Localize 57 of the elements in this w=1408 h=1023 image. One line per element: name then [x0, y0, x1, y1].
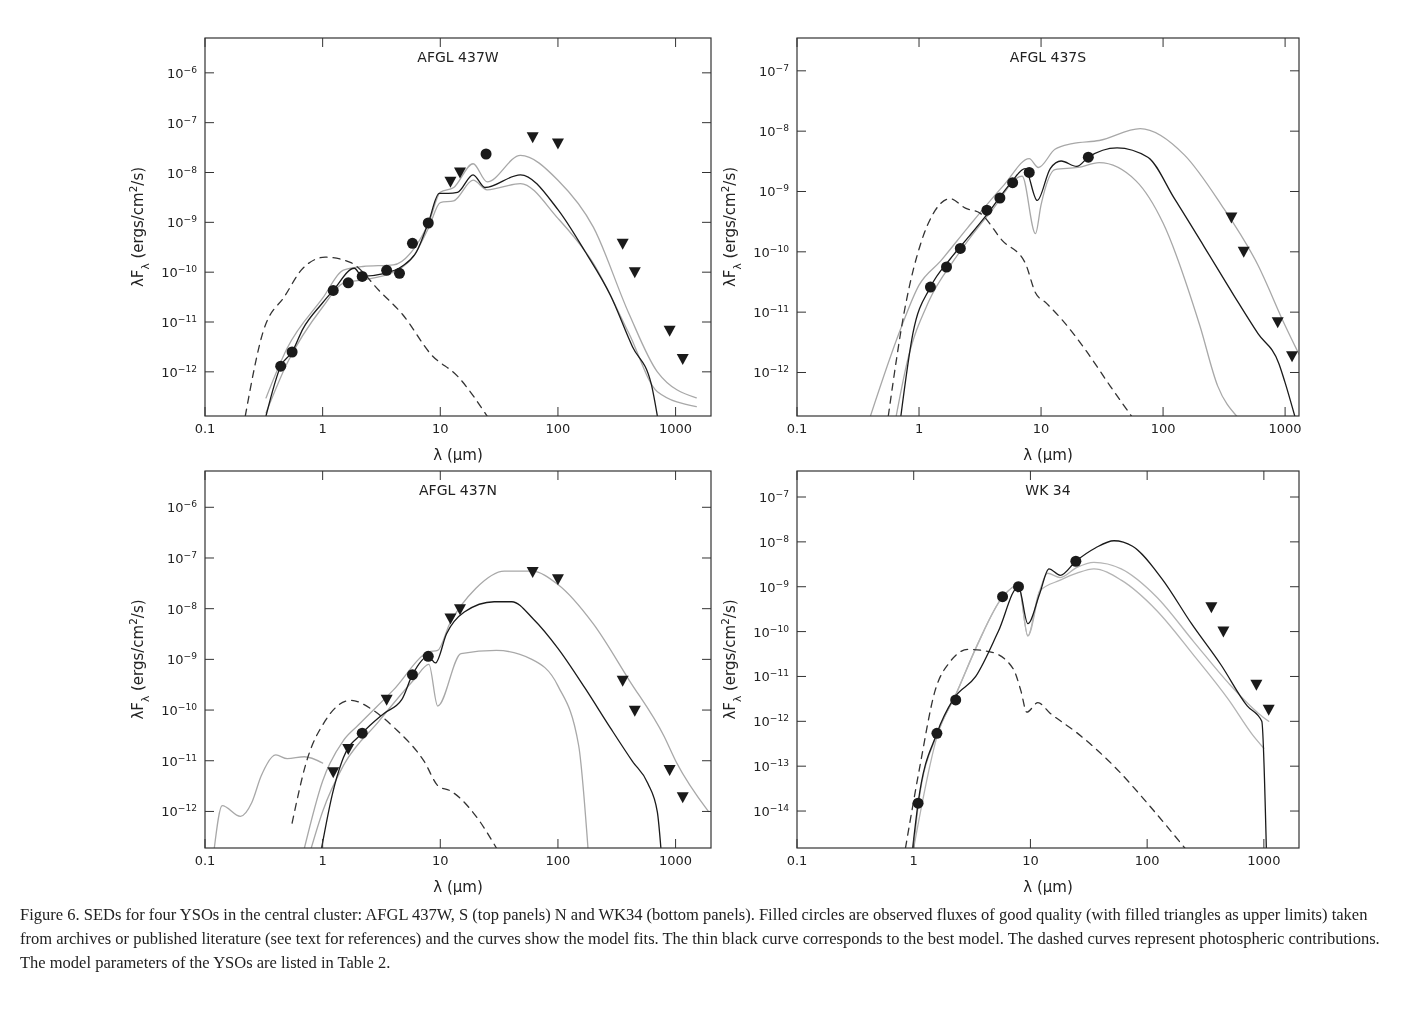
y-tick-label: 10$^{−10}$: [161, 264, 198, 281]
y-tick-label: 10$^{−7}$: [759, 489, 790, 506]
x-tick-label: 10: [432, 421, 449, 436]
y-tick-label: 10$^{−8}$: [759, 533, 790, 550]
x-tick-label: 0.1: [786, 421, 808, 436]
y-tick-label: 10$^{−6}$: [167, 64, 198, 81]
y-tick-label: 10$^{−6}$: [167, 499, 198, 516]
y-tick-label: 10$^{−10}$: [161, 702, 198, 719]
y-tick-label: 10$^{−8}$: [167, 164, 198, 181]
x-axis-title: λ (μm): [1023, 878, 1073, 896]
x-tick-label: 100: [1134, 853, 1160, 868]
x-tick-label: 100: [545, 421, 571, 436]
y-tick-label: 10$^{−11}$: [161, 752, 197, 769]
y-tick-label: 10$^{−9}$: [167, 651, 198, 668]
y-tick-label: 10$^{−8}$: [167, 600, 198, 617]
y-tick-label: 10$^{−10}$: [753, 243, 790, 260]
y-tick-label: 10$^{−11}$: [753, 668, 789, 685]
x-tick-label: 100: [1150, 421, 1176, 436]
y-tick-label: 10$^{−10}$: [753, 623, 790, 640]
x-axis-title: λ (μm): [1023, 446, 1073, 464]
x-tick-label: 10: [1032, 421, 1050, 436]
x-axis-title: λ (μm): [433, 446, 483, 464]
text: AFGL 437S: [1009, 49, 1087, 65]
y-tick-label: 10$^{−9}$: [759, 578, 790, 595]
x-tick-label: 0.1: [194, 421, 216, 436]
y-tick-label: 10$^{−8}$: [759, 123, 790, 140]
x-tick-label: 1: [914, 421, 924, 436]
x-tick-label: 100: [545, 853, 571, 868]
y-tick-label: 10$^{−11}$: [161, 314, 197, 331]
x-tick-label: 10: [432, 853, 449, 868]
x-tick-label: 1: [318, 853, 327, 868]
x-axis-title: λ (μm): [433, 878, 483, 896]
y-tick-label: 10$^{−14}$: [753, 803, 790, 820]
caption: Figure 6. SEDs for four YSOs in the central cluster: AFGL 437W, S (top panels) N and WK34 (bottom panels). Filled circles are observed fluxes of good quality (with filled triangles as upper limits) taken from archives or published literature (see text for references) and the curves show the model fits. The thin black curve corresponds to the best model. The dashed curves represent photospheric contributions. The model parameters of the YSOs are listed in Table 2.: [20, 904, 1381, 974]
x-tick-label: 1000: [1247, 853, 1281, 868]
text: AFGL 437W: [417, 49, 499, 65]
y-tick-label: 10$^{−7}$: [167, 114, 198, 131]
x-tick-label: 0.1: [194, 853, 216, 868]
y-tick-label: 10$^{−12}$: [161, 803, 197, 820]
x-tick-label: 1000: [1268, 421, 1302, 436]
y-tick-label: 10$^{−9}$: [759, 183, 790, 200]
y-tick-label: 10$^{−7}$: [167, 549, 198, 566]
text: AFGL 437N: [419, 482, 497, 498]
y-tick-label: 10$^{−12}$: [753, 364, 789, 381]
y-tick-label: 10$^{−11}$: [753, 304, 789, 321]
x-tick-label: 1000: [659, 853, 693, 868]
y-tick-label: 10$^{−12}$: [753, 713, 789, 730]
y-tick-label: 10$^{−7}$: [759, 62, 790, 79]
text: WK 34: [1025, 482, 1071, 498]
x-tick-label: 1: [318, 421, 327, 436]
y-tick-label: 10$^{−13}$: [753, 758, 790, 775]
x-tick-label: 10: [1022, 853, 1039, 868]
y-tick-label: 10$^{−12}$: [161, 363, 197, 380]
x-tick-label: 1: [909, 853, 918, 868]
x-tick-label: 1000: [659, 421, 693, 436]
x-tick-label: 0.1: [786, 853, 808, 868]
y-tick-label: 10$^{−9}$: [167, 214, 198, 231]
